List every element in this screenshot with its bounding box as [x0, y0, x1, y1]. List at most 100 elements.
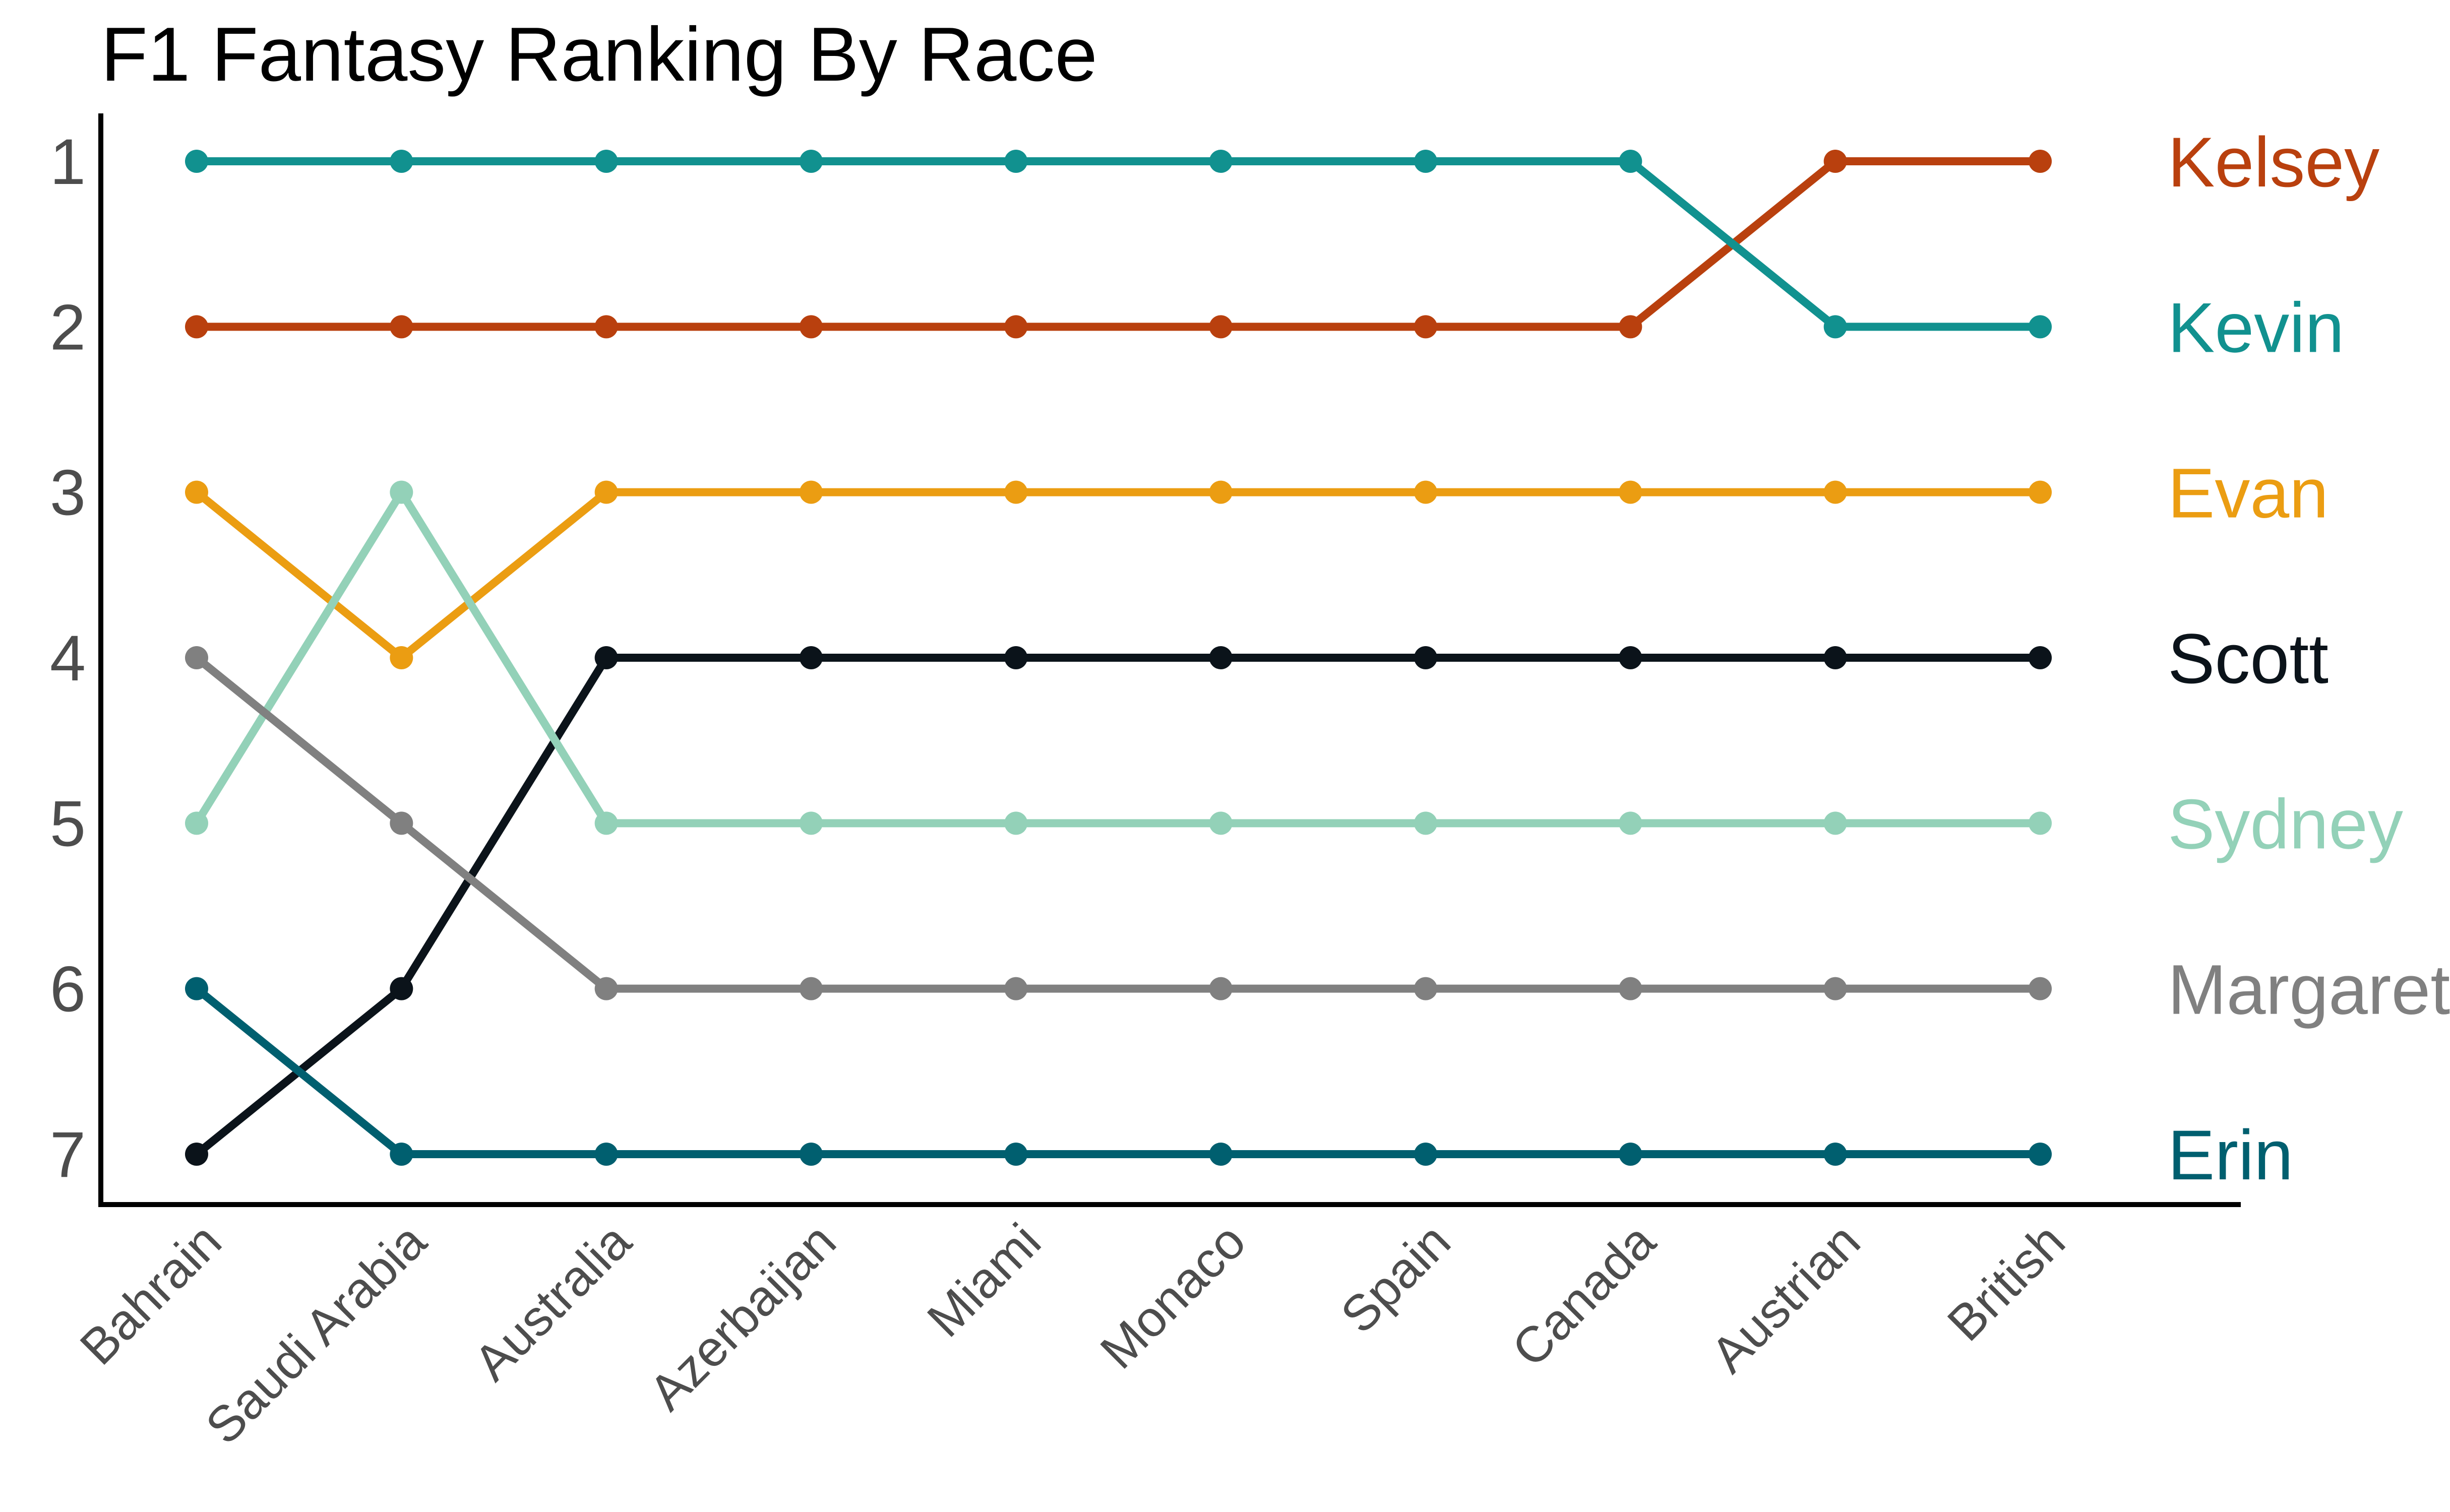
data-point-scott: [800, 646, 823, 669]
data-point-kevin: [2029, 315, 2052, 339]
data-point-evan: [800, 480, 823, 504]
y-tick-label: 1: [50, 126, 86, 198]
x-tick-label: Bahrain: [70, 1213, 232, 1375]
data-point-kevin: [1619, 150, 1642, 173]
data-point-kelsey: [185, 315, 208, 339]
data-point-erin: [390, 1143, 413, 1166]
series-label-evan: Evan: [2168, 454, 2329, 533]
data-point-erin: [1004, 1143, 1028, 1166]
series-line-scott: [193, 654, 2044, 1158]
data-point-kevin: [1004, 150, 1028, 173]
series-lines: [193, 157, 2044, 1158]
data-point-margaret: [800, 977, 823, 1000]
y-tick-label: 7: [50, 1119, 86, 1191]
data-point-evan: [1209, 480, 1233, 504]
data-point-evan: [1414, 480, 1437, 504]
data-point-sydney: [1209, 811, 1233, 835]
data-point-erin: [2029, 1143, 2052, 1166]
data-point-margaret: [1414, 977, 1437, 1000]
data-point-sydney: [800, 811, 823, 835]
data-point-margaret: [1209, 977, 1233, 1000]
series-labels: Kelsey Kevin Evan Scott Sydney Margaret Erin: [2168, 122, 2450, 1194]
y-tick-label: 3: [50, 457, 86, 529]
data-point-kelsey: [800, 315, 823, 339]
data-point-sydney: [1004, 811, 1028, 835]
data-point-kelsey: [2029, 150, 2052, 173]
data-point-kevin: [390, 150, 413, 173]
data-point-margaret: [390, 811, 413, 835]
data-point-margaret: [594, 977, 618, 1000]
y-tick-label: 2: [50, 291, 86, 363]
data-point-margaret: [185, 646, 208, 669]
data-point-evan: [390, 646, 413, 669]
data-point-scott: [1823, 646, 1847, 669]
series-line-sydney: [193, 488, 2044, 828]
data-point-scott: [1619, 646, 1642, 669]
data-point-scott: [1414, 646, 1437, 669]
data-point-erin: [185, 977, 208, 1000]
data-point-sydney: [1823, 811, 1847, 835]
data-point-margaret: [2029, 977, 2052, 1000]
chart-title: F1 Fantasy Ranking By Race: [101, 12, 1097, 97]
data-point-evan: [1004, 480, 1028, 504]
series-line-kevin: [193, 157, 2044, 331]
y-tick-label: 5: [50, 788, 86, 860]
x-tick-label: Miami: [916, 1213, 1052, 1348]
data-point-kelsey: [390, 315, 413, 339]
series-line-kelsey: [193, 157, 2044, 331]
x-tick-label: Monaco: [1089, 1213, 1256, 1379]
x-tick-label: Australia: [463, 1213, 642, 1392]
data-point-sydney: [1414, 811, 1437, 835]
data-point-erin: [1414, 1143, 1437, 1166]
data-point-sydney: [594, 811, 618, 835]
series-label-kevin: Kevin: [2168, 288, 2344, 367]
data-point-margaret: [1619, 977, 1642, 1000]
data-point-kevin: [1209, 150, 1233, 173]
data-point-scott: [390, 977, 413, 1000]
series-line-erin: [193, 984, 2044, 1158]
data-point-sydney: [390, 480, 413, 504]
data-point-margaret: [1823, 977, 1847, 1000]
data-point-erin: [594, 1143, 618, 1166]
data-point-evan: [1619, 480, 1642, 504]
data-point-kevin: [800, 150, 823, 173]
series-line-evan: [193, 488, 2044, 662]
data-point-sydney: [2029, 811, 2052, 835]
series-label-sydney: Sydney: [2168, 784, 2403, 863]
data-point-kelsey: [1619, 315, 1642, 339]
data-point-evan: [594, 480, 618, 504]
y-tick-label: 4: [50, 622, 86, 695]
x-tick-label: Spain: [1330, 1213, 1461, 1344]
data-point-kevin: [185, 150, 208, 173]
series-points: [185, 150, 2052, 1166]
data-point-kelsey: [1414, 315, 1437, 339]
data-point-erin: [1823, 1143, 1847, 1166]
series-label-margaret: Margaret: [2168, 950, 2450, 1029]
data-point-kelsey: [594, 315, 618, 339]
data-point-erin: [800, 1143, 823, 1166]
data-point-evan: [1823, 480, 1847, 504]
series-label-kelsey: Kelsey: [2168, 122, 2379, 202]
data-point-scott: [185, 1143, 208, 1166]
series-line-margaret: [193, 654, 2044, 993]
data-point-margaret: [1004, 977, 1028, 1000]
series-label-erin: Erin: [2168, 1115, 2293, 1194]
data-point-scott: [1004, 646, 1028, 669]
data-point-kelsey: [1209, 315, 1233, 339]
data-point-scott: [1209, 646, 1233, 669]
x-tick-label: Azerbaijan: [638, 1213, 846, 1421]
data-point-evan: [185, 480, 208, 504]
y-tick-label: 6: [50, 954, 86, 1026]
data-point-sydney: [1619, 811, 1642, 835]
series-label-scott: Scott: [2168, 619, 2329, 698]
data-point-evan: [2029, 480, 2052, 504]
data-point-kevin: [1823, 315, 1847, 339]
data-point-kelsey: [1823, 150, 1847, 173]
data-point-scott: [2029, 646, 2052, 669]
data-point-kevin: [594, 150, 618, 173]
data-point-scott: [594, 646, 618, 669]
data-point-kevin: [1414, 150, 1437, 173]
x-tick-label: Saudi Arabia: [195, 1213, 437, 1455]
